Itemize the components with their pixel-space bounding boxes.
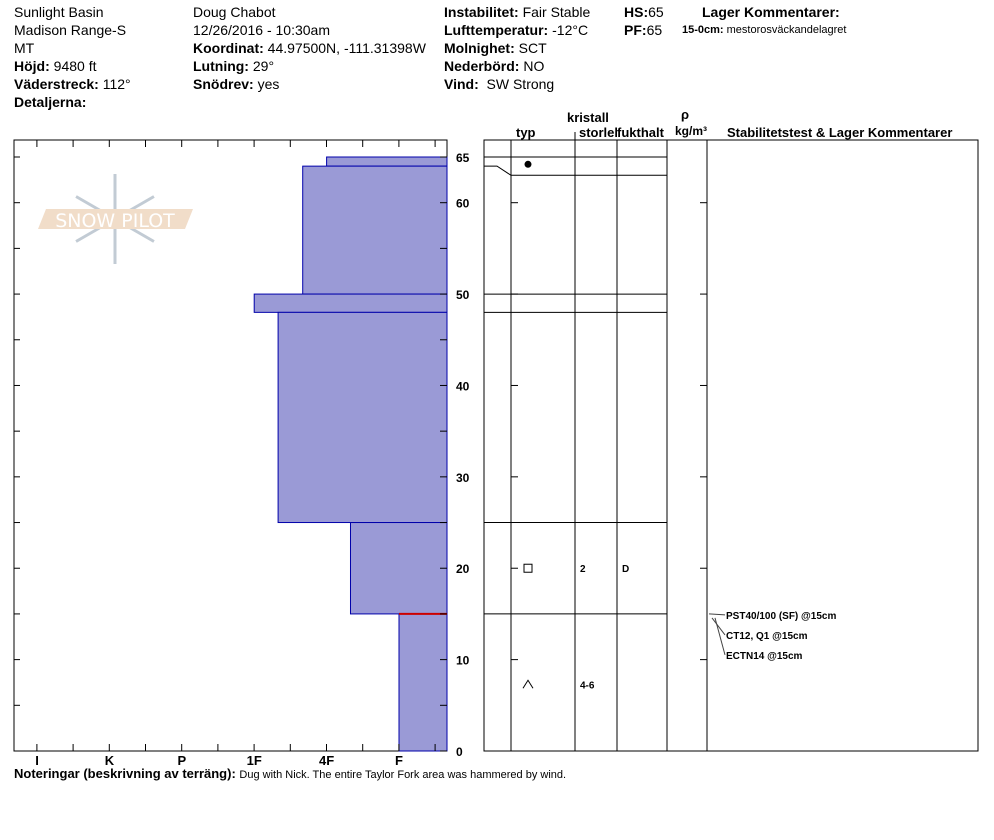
test-arrow [714, 617, 726, 656]
notes: Noteringar (beskrivning av terräng): Dug… [14, 766, 567, 781]
col-moisture: fukthalt [617, 125, 664, 140]
depth-tick-label: 0 [456, 745, 463, 759]
depth-tick-label: 20 [456, 562, 470, 576]
pf: PF:65 [624, 22, 663, 38]
layer-comments-title: Lager Kommentarer: [702, 4, 840, 20]
hardness-layer-bar [302, 165, 448, 295]
aspect: Väderstreck: 112° [14, 76, 131, 92]
hardness-layer-bar [277, 311, 448, 524]
depth-tick-label: 65 [456, 151, 470, 165]
wind: Vind: SW Strong [444, 76, 555, 92]
drift: Snödrev: yes [193, 76, 280, 92]
elevation: Höjd: 9480 ft [14, 58, 97, 74]
graupel-icon [524, 160, 532, 168]
depth-tick-label: 50 [456, 288, 470, 302]
hardness-layer-bar [253, 293, 448, 313]
stability-test-label: PST40/100 (SF) @15cm [726, 611, 836, 622]
depth-tick-label: 60 [456, 197, 470, 211]
coordinates: Koordinat: 44.97500N, -111.31398W [193, 40, 426, 56]
svg-text:SNOW PILOT: SNOW PILOT [55, 210, 175, 232]
sky: Molnighet: SCT [444, 40, 547, 56]
observer: Doug Chabot [193, 4, 276, 20]
instability: Instabilitet: Fair Stable [444, 4, 591, 20]
col-crystal: kristall [567, 110, 609, 125]
snowpilot-logo: SNOW PILOT [38, 174, 193, 264]
precipitation: Nederbörd: NO [444, 58, 545, 74]
test-arrow [711, 617, 726, 636]
stability-test-label: ECTN14 @15cm [726, 651, 803, 662]
layer-table-frame [483, 139, 979, 752]
depth-tick-label: 10 [456, 654, 470, 668]
air-temperature: Lufttemperatur: -12°C [444, 22, 589, 38]
location: Sunlight Basin [14, 4, 104, 20]
hardness-tick-label: K [105, 753, 115, 768]
col-type: typ [516, 125, 536, 140]
layer-comment: 15-0cm: mestorosväckandelagret [682, 24, 847, 36]
stability-test-label: CT12, Q1 @15cm [726, 631, 808, 642]
moisture: D [622, 564, 629, 575]
depth-hoar-icon [522, 679, 534, 689]
hs: HS:65 [624, 4, 664, 20]
range: Madison Range-S [14, 22, 127, 38]
hardness-tick-label: 1F [247, 753, 262, 768]
details-label: Detaljerna: [14, 94, 87, 110]
datetime: 12/26/2016 - 10:30am [193, 22, 330, 38]
col-tests: Stabilitetstest & Lager Kommentarer [727, 125, 953, 140]
faceted-square-icon [523, 563, 533, 573]
slope: Lutning: 29° [193, 58, 275, 74]
hardness-layer-bar [326, 156, 448, 167]
crystal-size: 2 [580, 564, 586, 575]
depth-tick-label: 30 [456, 471, 470, 485]
col-rho: ρ [681, 107, 690, 122]
hardness-tick-label: P [177, 753, 186, 768]
hardness-tick-label: F [395, 753, 403, 768]
layer-connector-line [484, 165, 512, 176]
hardness-tick-label: 4F [319, 753, 334, 768]
hardness-tick-label: I [35, 753, 39, 768]
col-size: storlek [579, 125, 617, 140]
depth-tick-label: 40 [456, 379, 470, 393]
test-arrow [708, 613, 726, 616]
hardness-layer-bar [349, 522, 448, 615]
hardness-layer-bar [398, 613, 448, 752]
col-density: kg/m³ [675, 124, 708, 138]
state: MT [14, 40, 35, 56]
crystal-size: 4-6 [580, 680, 595, 691]
